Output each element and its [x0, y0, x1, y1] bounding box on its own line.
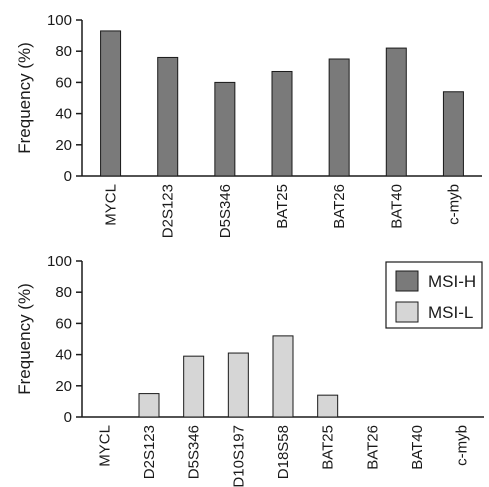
y-tick-label: 0	[64, 168, 72, 185]
bar	[214, 81, 236, 177]
x-category-label: D18S58	[275, 425, 292, 479]
x-category-label: MYCL	[96, 425, 113, 467]
bar	[272, 335, 294, 418]
legend-swatch	[395, 301, 419, 323]
y-tick-label: 60	[55, 74, 72, 91]
bar	[227, 352, 249, 418]
x-category-label: BAT25	[274, 184, 291, 229]
y-tick-label: 100	[47, 253, 72, 270]
x-category-label: BAT40	[388, 184, 405, 229]
y-axis-label: Frequency (%)	[15, 42, 34, 153]
legend-label: MSI-H	[428, 272, 476, 291]
bar	[138, 393, 160, 418]
bar	[317, 394, 339, 418]
x-category-label: MYCL	[103, 184, 120, 226]
bar	[385, 47, 407, 177]
x-category-label: D5S346	[217, 184, 234, 238]
y-tick-label: 0	[64, 409, 72, 426]
y-tick-label: 60	[55, 315, 72, 332]
legend-label: MSI-L	[428, 303, 473, 322]
bar	[271, 70, 293, 177]
y-tick-label: 80	[55, 284, 72, 301]
y-tick-label: 80	[55, 43, 72, 60]
y-axis-label: Frequency (%)	[15, 283, 34, 394]
x-category-label: D2S123	[160, 184, 177, 238]
y-tick-label: 100	[47, 12, 72, 29]
x-category-label: c-myb	[454, 425, 471, 466]
x-category-label: c-myb	[445, 184, 462, 225]
bar	[100, 30, 122, 177]
y-tick-label: 40	[55, 106, 72, 123]
y-tick-label: 40	[55, 347, 72, 364]
x-category-label: BAT26	[364, 425, 381, 470]
bar	[328, 58, 350, 177]
chart-bottom-msi-l: 0 20 40 60 80 100 Frequency (%) MYCL D2S123 D5S34…	[15, 253, 484, 487]
x-category-label: BAT26	[331, 184, 348, 229]
x-category-label: D2S123	[141, 425, 158, 479]
x-category-label: BAT25	[320, 425, 337, 470]
bar	[442, 91, 464, 177]
y-tick-label: 20	[55, 137, 72, 154]
x-category-label: D5S346	[186, 425, 203, 479]
legend-swatch	[395, 270, 419, 292]
y-tick-label: 20	[55, 378, 72, 395]
x-category-label: BAT40	[409, 425, 426, 470]
bar	[183, 355, 205, 418]
chart-top-msi-h: 0 20 40 60 80 100 Frequency (%) MYCL D2S123 D5S34…	[15, 12, 482, 238]
bar	[157, 56, 179, 177]
x-category-label: D10S197	[230, 425, 247, 487]
